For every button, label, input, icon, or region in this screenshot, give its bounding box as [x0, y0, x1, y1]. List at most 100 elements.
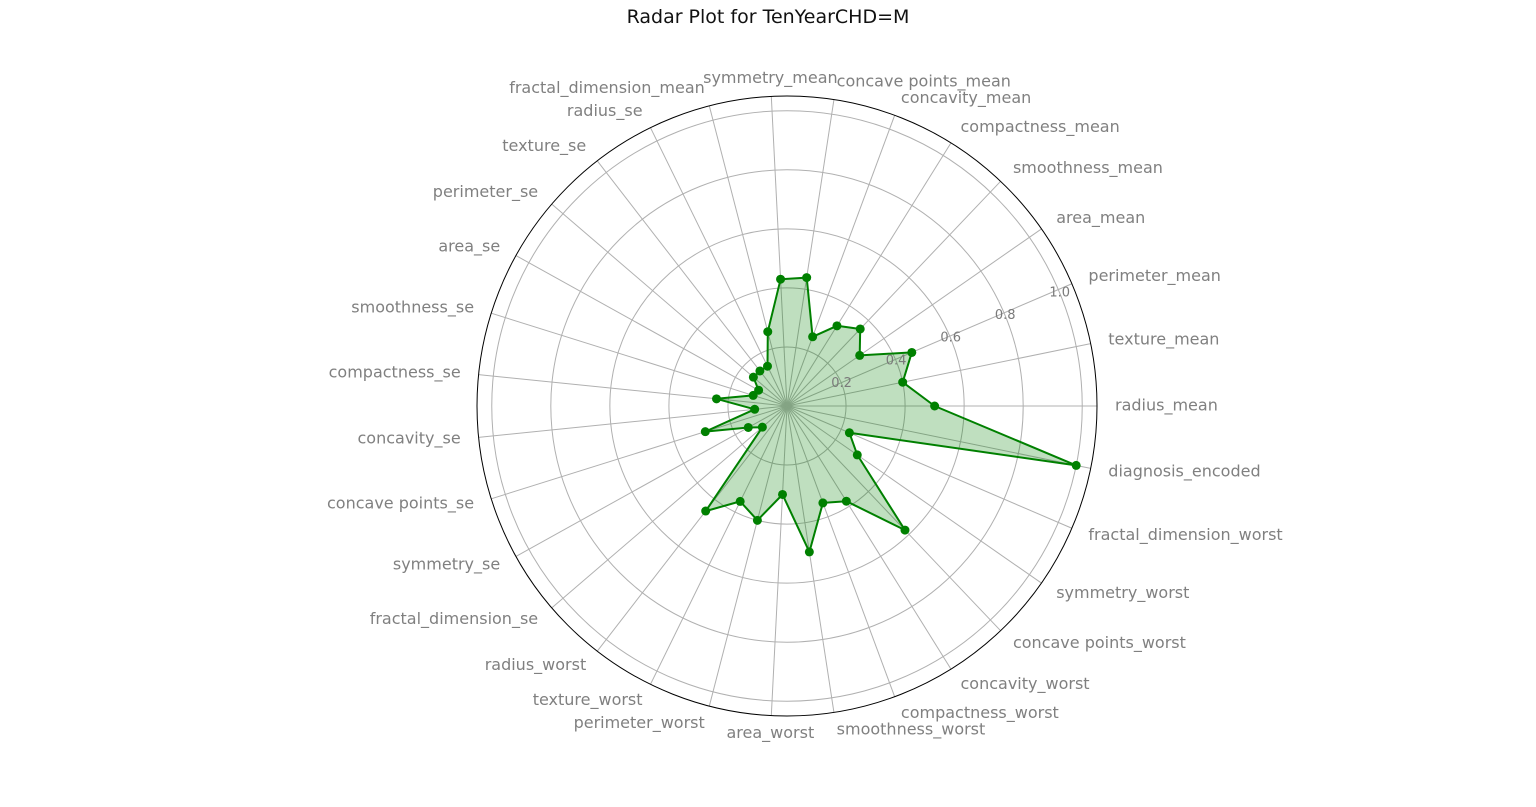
radial-tick-label-4: 1.0 [1049, 286, 1070, 301]
spoke-21 [650, 405, 788, 685]
data-point-14 [748, 390, 758, 400]
category-label-5: compactness_mean [961, 117, 1120, 137]
category-label-15: compactness_se [329, 362, 461, 382]
category-label-21: texture_worst [533, 690, 643, 710]
data-point-0 [930, 401, 940, 411]
category-label-13: area_se [438, 236, 500, 256]
spoke-12 [551, 203, 788, 407]
data-point-26 [841, 496, 851, 506]
spoke-9 [708, 105, 788, 407]
category-label-20: radius_worst [485, 655, 587, 675]
spoke-13 [515, 255, 788, 407]
chart-title: Radar Plot for TenYearCHD=M [626, 6, 910, 28]
spoke-11 [596, 160, 788, 407]
category-label-30: diagnosis_encoded [1108, 462, 1260, 482]
category-label-6: concavity_mean [901, 88, 1031, 108]
category-label-2: perimeter_mean [1088, 266, 1221, 286]
data-point-6 [808, 332, 818, 342]
category-label-14: smoothness_se [351, 297, 474, 317]
spoke-10 [650, 127, 788, 407]
data-point-5 [832, 321, 842, 331]
spoke-18 [515, 405, 788, 557]
series-area [705, 277, 1077, 552]
radial-tick-label-0: 0.2 [831, 376, 852, 391]
spoke-16 [478, 405, 788, 438]
category-label-17: concave points_se [327, 494, 474, 514]
data-point-4 [855, 324, 865, 334]
category-label-9: fractal_dimension_mean [509, 78, 705, 98]
category-label-8: symmetry_mean [703, 68, 838, 88]
spoke-14 [491, 312, 788, 407]
data-point-11 [755, 366, 765, 376]
spoke-3 [786, 228, 1042, 407]
spoke-27 [786, 405, 1001, 632]
spoke-22 [708, 405, 788, 707]
data-point-16 [750, 404, 760, 414]
spoke-1 [786, 343, 1091, 407]
spoke-4 [786, 180, 1001, 407]
data-point-25 [818, 498, 828, 508]
polar-frame [476, 95, 1098, 717]
spoke-5 [786, 142, 952, 407]
category-label-28: symmetry_worst [1056, 583, 1189, 603]
spoke-15 [478, 374, 788, 407]
spoke-20 [596, 405, 788, 652]
category-label-22: perimeter_worst [574, 713, 705, 733]
category-label-11: texture_se [502, 136, 586, 156]
data-point-19 [757, 422, 767, 432]
category-label-1: texture_mean [1108, 329, 1219, 349]
spoke-2 [786, 283, 1073, 407]
spoke-19 [551, 405, 788, 609]
category-label-19: fractal_dimension_se [370, 609, 538, 629]
data-point-1 [898, 377, 908, 387]
data-point-21 [735, 496, 745, 506]
data-point-30 [1071, 460, 1081, 470]
spoke-23 [770, 405, 788, 716]
data-point-20 [701, 506, 711, 516]
data-point-22 [752, 515, 762, 525]
radial-tick-label-3: 0.8 [995, 308, 1016, 323]
category-label-23: area_worst [727, 723, 815, 743]
radial-tick-label-1: 0.4 [886, 353, 907, 368]
spoke-26 [786, 405, 952, 670]
radial-tick-label-2: 0.6 [940, 331, 961, 346]
spoke-28 [786, 405, 1042, 584]
spoke-29 [786, 405, 1073, 529]
data-point-10 [762, 361, 772, 371]
spoke-24 [786, 405, 835, 713]
category-label-25: compactness_worst [901, 703, 1059, 723]
category-label-10: radius_se [567, 101, 643, 121]
data-point-24 [804, 547, 814, 557]
spoke-6 [786, 115, 896, 407]
data-point-3 [855, 350, 865, 360]
data-point-18 [743, 422, 753, 432]
spoke-17 [491, 405, 788, 500]
spoke-7 [786, 99, 835, 407]
spoke-25 [786, 405, 896, 697]
data-point-9 [763, 327, 773, 337]
spoke-8 [770, 96, 788, 407]
data-point-28 [852, 450, 862, 460]
data-point-29 [844, 428, 854, 438]
data-point-23 [778, 489, 788, 499]
category-label-3: area_mean [1056, 208, 1145, 228]
spoke-30 [786, 405, 1091, 469]
category-label-24: smoothness_worst [837, 720, 986, 740]
category-label-4: smoothness_mean [1013, 158, 1163, 178]
data-point-17 [700, 427, 710, 437]
category-label-27: concave points_worst [1013, 633, 1186, 653]
data-point-27 [900, 525, 910, 535]
category-label-12: perimeter_se [433, 182, 538, 202]
data-point-8 [776, 274, 786, 284]
data-point-15 [712, 394, 722, 404]
category-label-0: radius_mean [1115, 396, 1218, 416]
data-point-2 [907, 347, 917, 357]
category-label-16: concavity_se [358, 429, 461, 449]
data-point-7 [802, 273, 812, 283]
category-label-18: symmetry_se [393, 555, 500, 575]
category-label-26: concavity_worst [961, 674, 1090, 694]
category-label-29: fractal_dimension_worst [1088, 525, 1282, 545]
category-label-7: concave points_mean [837, 71, 1011, 91]
